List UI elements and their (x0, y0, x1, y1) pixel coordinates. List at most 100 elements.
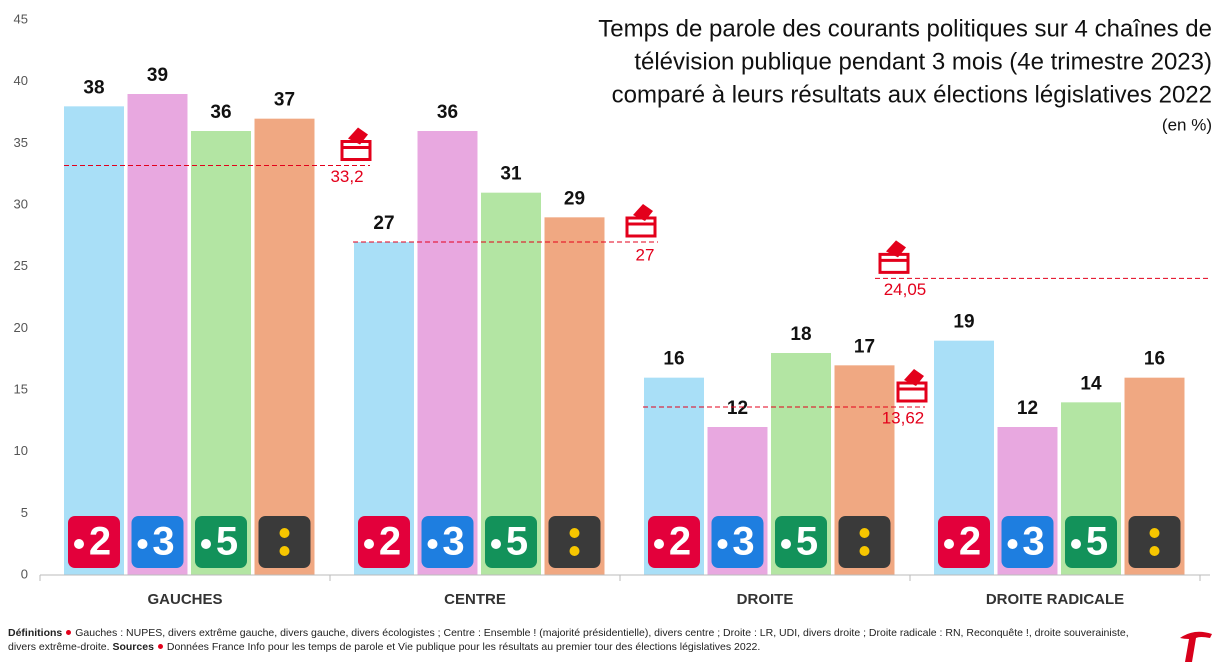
logo-box (195, 516, 247, 568)
footnote-label: Définitions (8, 627, 63, 639)
y-tick-label: 0 (21, 566, 28, 581)
chart-title: Temps de parole des courants politiques … (598, 15, 1212, 42)
data-label: 14 (1080, 373, 1102, 394)
bar (127, 94, 188, 575)
logo-dot (279, 528, 290, 538)
data-label: 16 (1144, 349, 1165, 370)
bar (544, 217, 605, 576)
data-label: 17 (854, 336, 875, 357)
data-label: 31 (500, 164, 522, 185)
logo-dot (1149, 546, 1160, 556)
logo-dot (781, 539, 791, 549)
logo-dot (137, 539, 148, 549)
logo-dot (74, 539, 84, 549)
x-tick-label: DROITE (737, 591, 794, 608)
footnote-text: Gauches : NUPES, divers extrême gauche, … (8, 627, 1129, 653)
y-tick-label: 5 (21, 505, 28, 520)
channel-logo: 2 (938, 516, 990, 568)
y-tick-label: 10 (14, 443, 28, 458)
bar (254, 118, 315, 576)
channel-logo: 3 (1001, 516, 1054, 568)
reference-label: 33,2 (330, 167, 363, 186)
logo-dot (279, 546, 290, 556)
ballot-icon (625, 204, 657, 238)
logo-box (131, 516, 184, 568)
bar (64, 106, 124, 575)
ballot-icon (878, 240, 910, 274)
logo-box (838, 516, 891, 568)
chart-subtitle: (en %) (1162, 115, 1212, 134)
brand-logo (1180, 631, 1212, 662)
logo-dot (1007, 539, 1018, 549)
ballot-box (625, 216, 657, 238)
channel-logo (1128, 516, 1181, 568)
logo-dot (1071, 539, 1081, 549)
channel-logo: 3 (711, 516, 764, 568)
data-label: 36 (210, 102, 231, 123)
logo-dot (491, 539, 501, 549)
channel-logo: 5 (1065, 516, 1117, 568)
channel-logo: 5 (485, 516, 537, 568)
ballot-icon (340, 127, 372, 162)
y-tick-label: 15 (14, 381, 28, 396)
logo-dot (944, 539, 954, 549)
logo-box (648, 516, 700, 568)
reference-label: 27 (636, 245, 655, 264)
logo-dot (859, 528, 870, 538)
logo-box (258, 516, 311, 568)
bullet (157, 644, 163, 649)
data-label: 18 (790, 324, 811, 345)
logo-dot (569, 546, 580, 556)
reference-label: 13,62 (882, 409, 925, 428)
ballot-paper (886, 240, 906, 258)
logo-number: 3 (442, 520, 464, 564)
data-label: 37 (274, 90, 295, 111)
bar (417, 131, 478, 575)
logo-number: 3 (1022, 520, 1044, 564)
logo-box (548, 516, 601, 568)
y-tick-label: 20 (14, 320, 28, 335)
logo-box (938, 516, 990, 568)
channel-logo: 5 (195, 516, 247, 568)
ballot-box (896, 381, 928, 403)
y-tick-label: 40 (14, 73, 28, 88)
logo-number: 2 (89, 520, 111, 564)
logo-number: 2 (379, 520, 401, 564)
logo-dot (1149, 528, 1160, 538)
y-tick-label: 25 (14, 258, 28, 273)
logo-number: 2 (959, 520, 981, 564)
logo-box (775, 516, 827, 568)
logo-dot (201, 539, 211, 549)
ballot-box (878, 252, 910, 274)
bar (481, 192, 541, 575)
data-label: 16 (663, 349, 684, 370)
logo-box (421, 516, 474, 568)
data-label: 38 (83, 77, 104, 98)
ballot-box (340, 140, 372, 162)
data-label: 39 (147, 65, 168, 86)
ballot-icon (896, 369, 928, 403)
ballot-paper (904, 369, 924, 387)
data-label: 29 (564, 188, 585, 209)
data-label: 36 (437, 102, 458, 123)
logo-dot (654, 539, 664, 549)
reference-label: 24,05 (884, 280, 927, 299)
logo-dot (859, 546, 870, 556)
logo-number: 5 (1086, 520, 1108, 564)
data-label: 12 (1017, 398, 1038, 419)
x-tick-label: DROITE RADICALE (986, 591, 1124, 608)
bullet (66, 630, 72, 635)
footnote: Définitions Gauches : NUPES, divers extrê… (8, 626, 1158, 654)
bar (191, 131, 251, 575)
footnote-text: Données France Info pour les temps de pa… (166, 641, 761, 653)
channel-logo: 2 (358, 516, 410, 568)
channel-logo: 3 (421, 516, 474, 568)
channel-logo: 3 (131, 516, 184, 568)
logo-box (485, 516, 537, 568)
channel-logo (258, 516, 311, 568)
ballot-paper (348, 127, 368, 145)
logo-box (68, 516, 120, 568)
logo-number: 3 (732, 520, 754, 564)
